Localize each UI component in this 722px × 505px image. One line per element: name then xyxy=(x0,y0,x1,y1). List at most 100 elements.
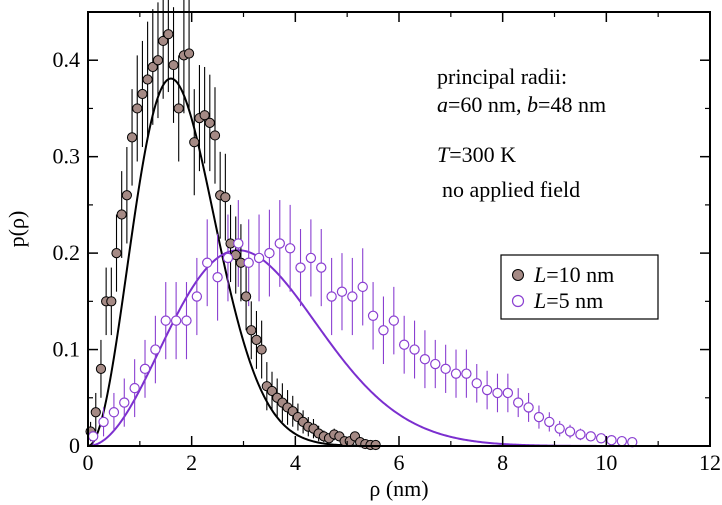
data-point-series-0 xyxy=(240,291,252,302)
data-point-series-1 xyxy=(471,378,482,389)
data-point-series-0 xyxy=(183,48,195,59)
data-point-series-1 xyxy=(513,397,524,408)
x-tick-label: 6 xyxy=(394,450,405,475)
annotation-temperature: T=300 K xyxy=(437,142,516,167)
legend-marker-L10 xyxy=(512,269,524,281)
data-point-series-1 xyxy=(523,402,534,413)
data-point-series-1 xyxy=(440,363,451,375)
x-axis-label: ρ (nm) xyxy=(369,476,428,501)
data-point-series-0 xyxy=(158,35,169,47)
data-point-series-0 xyxy=(121,190,132,201)
data-point-series-1 xyxy=(398,339,410,350)
legend: L=10 nm L=5 nm xyxy=(500,254,659,320)
y-tick-label: 0.1 xyxy=(53,337,81,362)
data-point-series-1 xyxy=(575,429,586,440)
data-point-series-1 xyxy=(233,238,244,249)
plot-frame xyxy=(87,11,711,447)
data-point-series-0 xyxy=(220,192,231,203)
data-point-series-1 xyxy=(295,262,306,273)
data-point-series-1 xyxy=(564,426,576,437)
y-tick-label: 0 xyxy=(69,433,80,458)
data-point-series-1 xyxy=(284,243,296,254)
data-point-series-1 xyxy=(409,344,420,355)
data-points xyxy=(85,29,638,451)
data-point-series-0 xyxy=(116,209,127,220)
data-point-series-0 xyxy=(246,325,257,336)
data-point-series-1 xyxy=(191,291,203,302)
data-point-series-0 xyxy=(256,344,267,355)
legend-marker-L5 xyxy=(511,294,525,308)
data-point-series-0 xyxy=(132,103,143,114)
data-point-series-0 xyxy=(173,103,184,114)
data-point-series-0 xyxy=(163,29,174,40)
data-point-series-1 xyxy=(347,291,358,302)
x-tick-label: 10 xyxy=(595,450,617,475)
data-point-series-1 xyxy=(554,423,565,434)
data-point-series-0 xyxy=(152,55,164,66)
data-point-series-1 xyxy=(253,252,265,264)
data-point-series-0 xyxy=(90,407,101,418)
data-point-series-0 xyxy=(209,130,221,141)
data-point-series-1 xyxy=(326,291,337,302)
y-axis-label: p(ρ) xyxy=(4,211,29,248)
data-point-series-1 xyxy=(139,363,151,375)
data-point-series-1 xyxy=(129,382,140,394)
legend-label-L5: L=5 nm xyxy=(533,288,603,313)
data-point-series-0 xyxy=(266,385,278,397)
annotation-radii-values: a=60 nm, b=48 nm xyxy=(437,92,606,117)
data-point-series-0 xyxy=(137,88,148,100)
data-point-series-1 xyxy=(98,416,109,428)
data-point-series-1 xyxy=(378,325,389,336)
data-point-series-1 xyxy=(533,411,545,423)
data-point-series-1 xyxy=(419,354,431,365)
data-point-series-1 xyxy=(481,384,493,396)
data-point-series-1 xyxy=(595,433,607,444)
data-point-series-1 xyxy=(367,310,379,321)
annotation-no-field: no applied field xyxy=(442,177,580,202)
data-point-series-1 xyxy=(316,262,327,273)
tick-labels: 0 2 4 6 8 10 12 0 0.1 0.2 0.3 0.4 xyxy=(53,47,722,475)
data-point-series-1 xyxy=(222,252,234,264)
data-point-series-0 xyxy=(106,296,117,307)
data-point-series-1 xyxy=(388,315,400,326)
data-point-series-1 xyxy=(264,247,275,259)
data-point-series-1 xyxy=(274,238,285,249)
data-point-series-1 xyxy=(430,358,441,370)
data-point-series-1 xyxy=(585,431,596,442)
data-point-series-0 xyxy=(199,110,210,121)
data-point-series-1 xyxy=(305,252,317,264)
data-point-series-0 xyxy=(168,59,179,71)
data-point-series-0 xyxy=(147,61,158,73)
data-point-series-0 xyxy=(204,117,215,129)
data-point-series-1 xyxy=(160,315,171,326)
data-point-series-1 xyxy=(606,435,617,446)
x-tick-label: 4 xyxy=(290,450,301,475)
data-point-series-1 xyxy=(119,397,130,408)
data-point-series-0 xyxy=(189,137,200,148)
x-tick-label: 8 xyxy=(497,450,508,475)
data-point-series-1 xyxy=(461,368,472,379)
y-tick-label: 0.4 xyxy=(53,47,81,72)
data-point-series-0 xyxy=(126,132,138,143)
data-point-series-1 xyxy=(616,435,628,447)
data-point-series-1 xyxy=(170,315,182,326)
axis-ticks xyxy=(87,11,711,447)
annotation-principal-radii: principal radii: xyxy=(437,64,567,89)
data-point-series-1 xyxy=(450,368,462,379)
data-point-series-1 xyxy=(336,286,348,297)
annotation-block: principal radii: a=60 nm, b=48 nm T=300 … xyxy=(437,64,606,202)
legend-label-L10: L=10 nm xyxy=(533,262,614,287)
data-point-series-1 xyxy=(492,387,503,399)
data-point-series-0 xyxy=(251,334,262,346)
x-tick-label: 2 xyxy=(186,450,197,475)
data-point-series-1 xyxy=(502,387,514,399)
data-point-series-0 xyxy=(142,74,153,85)
data-point-series-1 xyxy=(202,257,213,268)
y-tick-label: 0.2 xyxy=(53,240,81,265)
data-point-series-1 xyxy=(181,315,192,326)
x-tick-label: 12 xyxy=(699,450,721,475)
y-tick-label: 0.3 xyxy=(53,144,81,169)
x-tick-label: 0 xyxy=(83,450,94,475)
data-point-series-1 xyxy=(357,281,368,293)
